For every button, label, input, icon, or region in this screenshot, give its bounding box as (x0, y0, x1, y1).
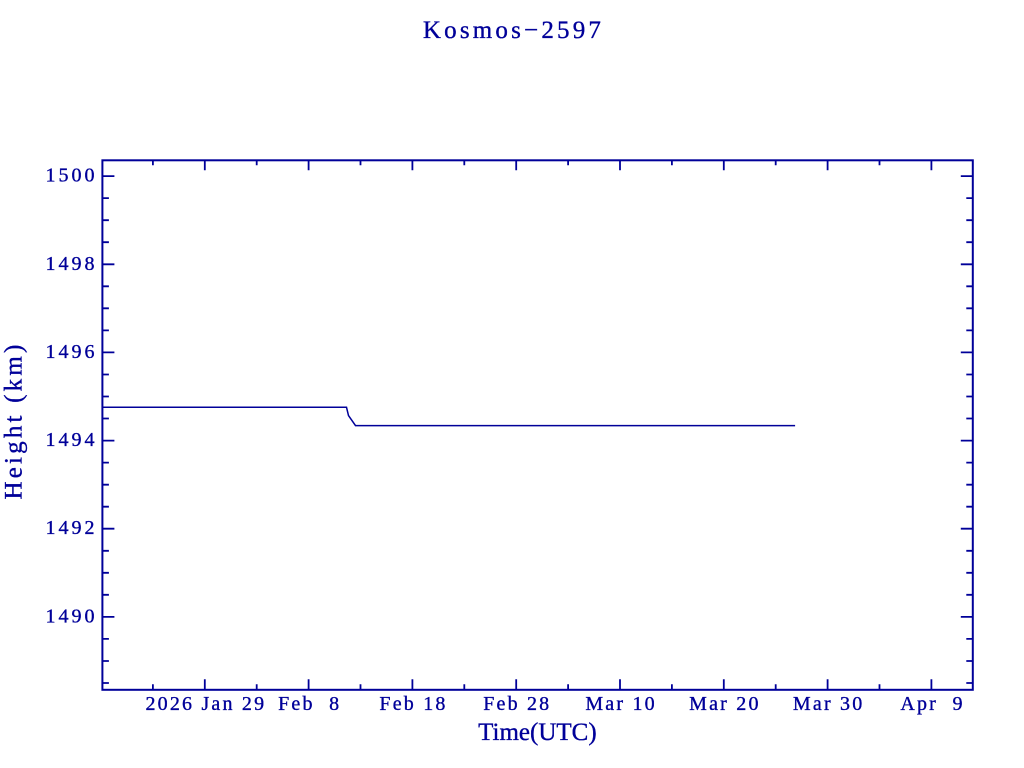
svg-text:Feb 18: Feb 18 (379, 693, 447, 715)
svg-text:Time(UTC): Time(UTC) (478, 719, 597, 746)
svg-text:Mar 30: Mar 30 (793, 693, 865, 715)
svg-text:1500: 1500 (46, 165, 98, 187)
svg-text:1496: 1496 (46, 341, 98, 363)
svg-text:Apr 9: Apr 9 (900, 693, 964, 715)
svg-text:1494: 1494 (46, 429, 98, 451)
svg-text:Mar 10: Mar 10 (585, 693, 657, 715)
svg-text:2026 Jan 29: 2026 Jan 29 (145, 693, 266, 715)
svg-text:Feb 8: Feb 8 (278, 693, 341, 715)
svg-text:Kosmos−2597: Kosmos−2597 (423, 17, 604, 44)
svg-text:Mar 20: Mar 20 (689, 693, 761, 715)
svg-text:1490: 1490 (46, 605, 98, 627)
svg-text:1498: 1498 (46, 253, 98, 275)
svg-text:Height (km): Height (km) (1, 341, 28, 499)
svg-text:1492: 1492 (46, 517, 98, 539)
svg-text:Feb 28: Feb 28 (483, 693, 551, 715)
